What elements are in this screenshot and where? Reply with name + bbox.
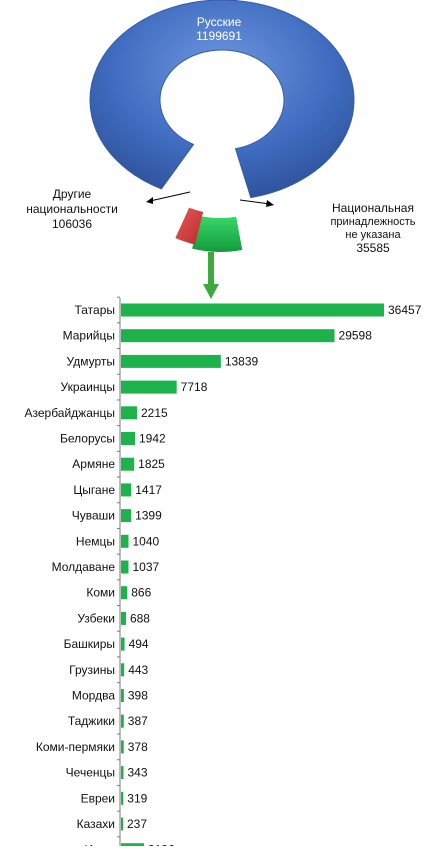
value-label: 1825 xyxy=(138,457,165,471)
category-label: Удмурты xyxy=(67,354,115,368)
bar xyxy=(121,689,124,702)
category-label: Таджики xyxy=(68,714,115,728)
bar xyxy=(121,406,137,420)
donut-label-other-line1: Другие xyxy=(53,187,92,201)
bar xyxy=(121,586,128,600)
bar xyxy=(121,817,123,831)
category-label: Немцы xyxy=(76,534,115,548)
value-label: 2215 xyxy=(141,406,168,420)
bar xyxy=(121,740,124,754)
bar xyxy=(121,432,136,445)
bar xyxy=(121,637,125,651)
link-arrow-head xyxy=(203,284,219,299)
category-label: Коми-пермяки xyxy=(36,740,115,754)
donut-label-unspecified-line3: не указана xyxy=(345,229,401,241)
donut-value-unspecified: 35585 xyxy=(356,241,390,255)
category-label: Казахи xyxy=(77,817,115,831)
value-label: 343 xyxy=(127,766,147,780)
donut-label-russians: Русские xyxy=(197,15,242,29)
donut-slice-unspecified xyxy=(175,207,204,245)
value-label: 866 xyxy=(131,586,151,600)
category-label: Чеченцы xyxy=(66,766,115,780)
category-label: Азербайджанцы xyxy=(24,406,115,420)
bar xyxy=(121,354,221,368)
bar xyxy=(121,509,132,523)
bar xyxy=(121,534,129,548)
bar xyxy=(121,483,132,497)
leader-arrowhead-other xyxy=(146,197,153,204)
value-label: 1040 xyxy=(133,534,160,548)
category-label: Украинцы xyxy=(60,380,115,394)
bar xyxy=(121,663,125,677)
value-label: 29598 xyxy=(339,329,373,343)
value-label: 387 xyxy=(128,714,148,728)
bar-chart: Татары 36457 Марийцы 29598 Удмурты 13839 Украи… xyxy=(24,296,422,851)
donut-slice-russians xyxy=(89,0,355,199)
value-label: 494 xyxy=(129,637,149,651)
value-label: 237 xyxy=(127,817,147,831)
category-label: Узбеки xyxy=(77,611,115,625)
leader-arrowhead-unspecified xyxy=(266,200,274,207)
category-label: Татары xyxy=(74,303,115,317)
value-label: 319 xyxy=(127,791,147,805)
category-label: Белорусы xyxy=(60,432,115,446)
donut-slice-other xyxy=(192,215,243,252)
bar xyxy=(121,380,177,394)
value-label: 1417 xyxy=(135,483,162,497)
value-label: 36457 xyxy=(388,303,422,317)
value-label: 1399 xyxy=(135,509,162,523)
donut-value-other: 106036 xyxy=(52,217,92,231)
bar xyxy=(121,611,126,625)
value-label: 1942 xyxy=(139,432,166,446)
bar xyxy=(121,791,124,805)
donut-label-unspecified-line1: Национальная xyxy=(332,201,414,215)
donut-label-other-line2: национальности xyxy=(26,202,118,216)
category-label: Мордва xyxy=(72,689,115,703)
value-label: 688 xyxy=(130,611,150,625)
category-label: Марийцы xyxy=(63,329,115,343)
category-label: Чуваши xyxy=(72,509,115,523)
value-label: 1037 xyxy=(132,560,159,574)
leader-line-unspecified xyxy=(239,199,271,205)
bar xyxy=(121,303,384,317)
category-label: Молдаване xyxy=(52,560,116,574)
bar xyxy=(121,714,124,728)
bar xyxy=(121,329,335,343)
category-label: Евреи xyxy=(81,791,115,805)
value-label: 13839 xyxy=(225,354,259,368)
category-label: Коми xyxy=(86,586,115,600)
bar xyxy=(121,457,135,471)
link-arrow-shaft xyxy=(208,252,214,286)
leader-line-other xyxy=(149,191,191,202)
bar xyxy=(121,560,129,574)
value-label: 398 xyxy=(128,689,148,703)
category-label: Башкиры xyxy=(64,637,115,651)
value-label: 378 xyxy=(128,740,148,754)
category-label: Грузины xyxy=(69,663,115,677)
value-label: 7718 xyxy=(181,380,208,394)
donut-value-russians: 1199691 xyxy=(196,29,242,43)
bar xyxy=(121,766,124,780)
donut-label-unspecified-line2: принадлежность xyxy=(330,216,415,228)
category-label: Армяне xyxy=(72,457,115,471)
category-label: Цыгане xyxy=(73,483,115,497)
value-label: 443 xyxy=(128,663,148,677)
